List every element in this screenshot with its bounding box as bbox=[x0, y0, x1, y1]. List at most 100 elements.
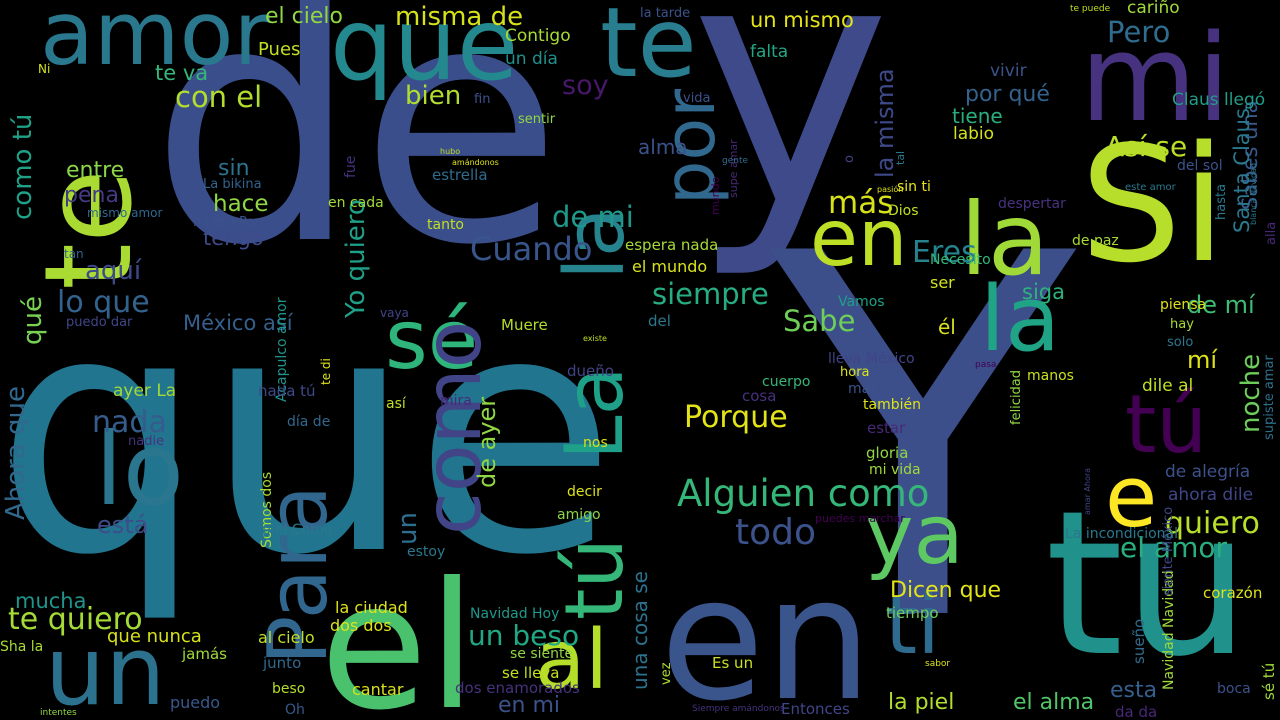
word: despertar bbox=[998, 196, 1066, 212]
word: cosa bbox=[742, 387, 777, 405]
word: supiste amar bbox=[1262, 355, 1277, 440]
word: Navidad Hoy bbox=[470, 606, 560, 622]
word: que bbox=[330, 0, 519, 103]
word: piensa bbox=[1160, 297, 1207, 313]
word: tiene bbox=[952, 104, 1003, 128]
word: dos enamorados bbox=[455, 679, 580, 697]
word: como tú bbox=[8, 113, 38, 220]
word: mismo amor bbox=[87, 206, 163, 220]
word: México así bbox=[183, 311, 293, 335]
word: así bbox=[386, 396, 406, 412]
word: Sha la bbox=[0, 639, 44, 655]
word: estar bbox=[867, 419, 906, 437]
word: decir bbox=[567, 484, 602, 500]
word: Siempre amándonos bbox=[692, 704, 785, 714]
word: hasta bbox=[1214, 183, 1229, 220]
word: bien bbox=[405, 81, 462, 111]
word: Dios bbox=[888, 203, 919, 219]
word: Si bbox=[1080, 111, 1227, 298]
word: que nunca bbox=[107, 626, 202, 647]
word: un mismo bbox=[750, 8, 854, 32]
word: fin bbox=[474, 92, 491, 107]
word: existe bbox=[583, 334, 607, 343]
word: de mi bbox=[552, 200, 634, 234]
word: Ni bbox=[38, 62, 51, 76]
word: este amor bbox=[1125, 182, 1176, 193]
word: del bbox=[648, 312, 671, 330]
word: Cuando bbox=[470, 230, 593, 268]
word: la bbox=[960, 181, 1050, 298]
word: sé tú bbox=[1260, 662, 1278, 700]
word: estoy bbox=[407, 544, 446, 560]
word: mi bbox=[1080, 10, 1231, 149]
word: espera nada bbox=[625, 236, 719, 254]
word: un bbox=[393, 512, 423, 545]
word: por qué bbox=[965, 82, 1050, 107]
word: dile al bbox=[1142, 376, 1194, 396]
word: vez bbox=[659, 662, 674, 685]
word: Pues bbox=[258, 39, 301, 60]
word: todo bbox=[735, 512, 817, 553]
word: Es un bbox=[712, 654, 754, 672]
word: Vamos bbox=[838, 294, 885, 310]
word: pasión bbox=[877, 185, 904, 194]
word: Muere bbox=[501, 316, 548, 334]
word: hubo bbox=[440, 147, 461, 156]
word: dos dos bbox=[330, 616, 392, 635]
word: solo bbox=[1167, 335, 1194, 350]
word: nada bbox=[92, 405, 167, 440]
word: que bbox=[0, 243, 617, 627]
word: estrella bbox=[432, 166, 488, 184]
word: aquí bbox=[85, 256, 142, 286]
word: día de bbox=[287, 414, 331, 430]
word: Ahora que bbox=[1, 385, 31, 520]
word: el cielo bbox=[265, 4, 343, 29]
word: La bikina bbox=[203, 177, 262, 192]
word: del sol bbox=[1177, 158, 1223, 174]
word: supe amar bbox=[727, 139, 740, 198]
word: lo bbox=[95, 411, 184, 528]
word: la bbox=[980, 267, 1061, 372]
word: o bbox=[842, 155, 857, 163]
word: vida bbox=[683, 91, 711, 106]
word: te di bbox=[319, 358, 333, 385]
word: en bbox=[810, 194, 908, 284]
word: puedes marchar bbox=[815, 512, 905, 525]
word: ahora dile bbox=[1168, 485, 1254, 505]
word: noche bbox=[1236, 353, 1266, 433]
word: lleva México bbox=[828, 351, 915, 367]
word: esta bbox=[1110, 678, 1158, 703]
word: gente bbox=[722, 156, 749, 166]
word: se lleva bbox=[502, 664, 560, 682]
word: la piel bbox=[888, 690, 955, 715]
word: un beso bbox=[468, 619, 580, 652]
word: nadie bbox=[128, 434, 165, 449]
word: ti bbox=[885, 578, 940, 673]
word: te bbox=[600, 0, 697, 99]
word: el alma bbox=[1013, 690, 1095, 715]
word: Oh bbox=[285, 702, 305, 718]
word: Así se bbox=[1105, 130, 1188, 163]
word: la tarde bbox=[640, 6, 691, 21]
word: amigo bbox=[557, 507, 601, 523]
word: amándonos bbox=[452, 158, 499, 167]
word: labio bbox=[953, 124, 995, 144]
word: está bbox=[97, 511, 149, 539]
word: alla bbox=[1264, 221, 1279, 245]
word: tu bbox=[1045, 468, 1251, 701]
word: Porque bbox=[684, 400, 788, 435]
word: te va bbox=[155, 61, 209, 85]
word: vaya bbox=[380, 306, 409, 320]
word: corazón bbox=[1203, 584, 1263, 602]
word: sabor bbox=[925, 659, 951, 669]
word: de bbox=[150, 0, 563, 317]
word: en cada bbox=[328, 195, 384, 211]
word: da da bbox=[1115, 703, 1158, 720]
word: tal bbox=[894, 150, 907, 165]
word: vivir bbox=[990, 61, 1027, 81]
word: él bbox=[938, 315, 956, 339]
word: amor bbox=[40, 0, 270, 85]
word: de mí bbox=[1187, 291, 1255, 319]
word: blanca Navidad bbox=[1249, 162, 1258, 225]
word: un día bbox=[505, 49, 558, 69]
